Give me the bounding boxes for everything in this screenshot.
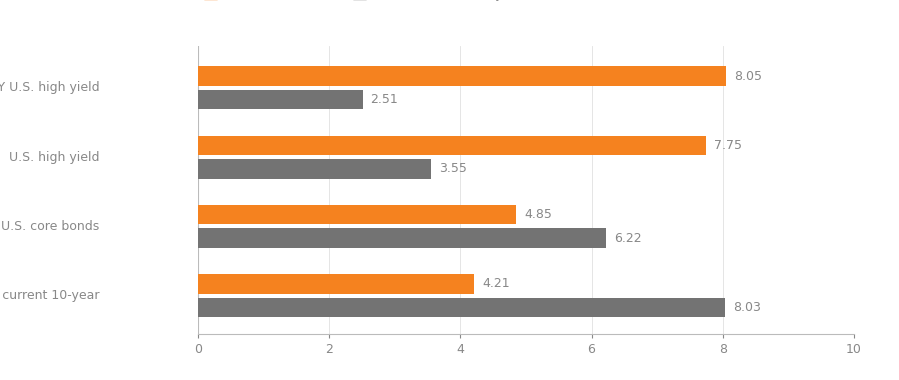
Bar (198, 274, 474, 293)
Text: 7.75: 7.75 (715, 139, 743, 152)
Legend: Yield-to-worst (%), Duration-to-worst (years): Yield-to-worst (%), Duration-to-worst (y… (204, 0, 534, 1)
Bar (198, 66, 726, 86)
Text: 3.55: 3.55 (439, 162, 467, 176)
Text: U.S. high yield: U.S. high yield (9, 150, 99, 164)
Bar (198, 298, 725, 317)
Text: 0-5Y U.S. high yield: 0-5Y U.S. high yield (0, 81, 99, 94)
Text: 8.03: 8.03 (733, 301, 761, 314)
Text: U.S. Treasury current 10-year: U.S. Treasury current 10-year (0, 289, 99, 302)
Text: 4.21: 4.21 (482, 277, 510, 290)
Text: U.S. core bonds: U.S. core bonds (1, 220, 99, 233)
Bar (198, 205, 516, 224)
Text: 8.05: 8.05 (734, 70, 762, 82)
Bar (198, 159, 431, 179)
Text: 4.85: 4.85 (524, 208, 552, 221)
Bar (198, 228, 606, 248)
Text: 2.51: 2.51 (370, 93, 398, 106)
Bar (198, 136, 707, 155)
Text: 6.22: 6.22 (614, 232, 642, 245)
Bar (198, 90, 362, 109)
